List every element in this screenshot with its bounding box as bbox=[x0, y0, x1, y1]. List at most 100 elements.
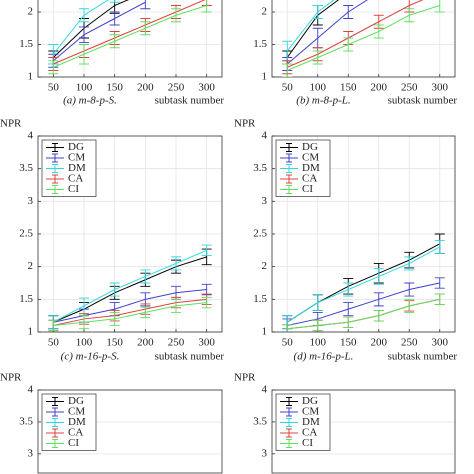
legend-swatch bbox=[46, 407, 64, 417]
y-tick-label: 3 bbox=[28, 447, 34, 459]
legend-swatch bbox=[46, 185, 64, 194]
series-line bbox=[287, 0, 424, 68]
legend-swatch bbox=[280, 418, 298, 427]
legend-swatch bbox=[46, 439, 64, 448]
legend-swatch bbox=[280, 153, 298, 163]
legend-label: CM bbox=[68, 406, 85, 418]
error-bar bbox=[140, 269, 151, 284]
error-bar bbox=[79, 8, 89, 23]
legend-label: CA bbox=[68, 173, 83, 185]
error-bar bbox=[201, 244, 212, 257]
legend-label: CI bbox=[68, 437, 79, 449]
x-tick-label: 250 bbox=[168, 82, 185, 94]
series-line bbox=[286, 246, 440, 323]
legend-label: DM bbox=[68, 162, 86, 174]
error-bar bbox=[171, 298, 181, 313]
legend-label: CI bbox=[302, 437, 313, 449]
series-line bbox=[286, 0, 368, 65]
series-line bbox=[53, 5, 207, 68]
error-bar bbox=[79, 26, 89, 43]
y-tick-label: 3 bbox=[262, 447, 268, 459]
x-axis-label: subtask number bbox=[388, 351, 458, 363]
y-tick-label: 1 bbox=[28, 71, 34, 83]
y-tick-label: 4 bbox=[28, 384, 34, 396]
x-tick-label: 150 bbox=[106, 337, 123, 349]
x-tick-label: 100 bbox=[310, 82, 327, 94]
error-bar bbox=[343, 5, 354, 19]
y-tick-label: 2 bbox=[262, 6, 268, 18]
error-bar bbox=[79, 315, 89, 330]
x-tick-label: 200 bbox=[137, 82, 154, 94]
error-bar bbox=[312, 5, 323, 19]
series-line bbox=[287, 282, 440, 326]
x-tick-label: 300 bbox=[432, 82, 449, 94]
y-tick-label: 3.5 bbox=[253, 415, 267, 427]
legend-swatch bbox=[280, 174, 298, 184]
x-tick-label: 300 bbox=[198, 82, 215, 94]
y-tick-label: 4 bbox=[28, 130, 34, 142]
series-line bbox=[287, 5, 440, 71]
y-tick-label: 3 bbox=[262, 195, 268, 207]
x-tick-label: 200 bbox=[371, 82, 388, 94]
error-bar bbox=[48, 60, 59, 75]
y-axis-label: NPR bbox=[234, 118, 256, 130]
error-bar bbox=[79, 44, 89, 65]
y-tick-label: 2 bbox=[28, 6, 34, 18]
plot-frame bbox=[37, 389, 223, 474]
legend-label: DM bbox=[302, 162, 320, 174]
error-bar bbox=[140, 0, 151, 10]
error-bar bbox=[109, 34, 120, 49]
legend-swatch bbox=[46, 428, 64, 438]
series-line bbox=[53, 302, 207, 326]
y-tick-label: 1.5 bbox=[253, 293, 267, 305]
y-axis-label: NPR bbox=[0, 372, 22, 384]
x-tick-label: 300 bbox=[198, 337, 215, 349]
legend-swatch bbox=[280, 439, 298, 448]
plot-area bbox=[282, 233, 445, 332]
y-axis-label: NPR bbox=[0, 118, 22, 130]
panel: 1 1.5 2 2.5 3 3.5 4 50 100 150 200 250 300 NPR subtask… bbox=[0, 118, 224, 363]
error-bar bbox=[109, 282, 120, 297]
series-line bbox=[53, 249, 207, 323]
error-bar bbox=[434, 0, 445, 13]
x-tick-label: 250 bbox=[401, 337, 418, 349]
series-line bbox=[53, 256, 207, 323]
legend-label: DM bbox=[68, 416, 86, 428]
error-bar bbox=[404, 256, 415, 271]
y-tick-label: 4 bbox=[262, 384, 268, 396]
x-tick-label: 250 bbox=[401, 82, 418, 94]
error-bar bbox=[404, 8, 415, 23]
legend-label: DG bbox=[68, 141, 84, 153]
error-bar bbox=[282, 324, 293, 332]
legend-label: DM bbox=[302, 416, 320, 428]
x-tick-label: 100 bbox=[76, 82, 93, 94]
x-tick-label: 50 bbox=[48, 337, 60, 349]
error-bar bbox=[312, 50, 323, 65]
error-bar bbox=[312, 294, 323, 311]
legend-label: CI bbox=[302, 183, 313, 195]
caption: (b) m-8-p-L. bbox=[296, 95, 350, 107]
plot-frame bbox=[271, 389, 456, 474]
series-line bbox=[53, 0, 206, 65]
legend-swatch bbox=[280, 143, 298, 152]
y-tick-label: 3 bbox=[28, 195, 34, 207]
legend-swatch bbox=[280, 164, 298, 173]
x-tick-label: 150 bbox=[340, 337, 357, 349]
error-bar bbox=[434, 277, 445, 289]
error-bar bbox=[109, 11, 120, 26]
y-tick-label: 2 bbox=[28, 260, 34, 272]
error-bar bbox=[48, 319, 59, 332]
series-line bbox=[53, 298, 207, 326]
x-tick-label: 150 bbox=[340, 82, 357, 94]
x-tick-label: 100 bbox=[76, 337, 93, 349]
x-tick-label: 150 bbox=[106, 82, 123, 94]
error-bar bbox=[373, 268, 384, 285]
legend-swatch bbox=[46, 164, 64, 173]
y-tick-label: 3.5 bbox=[253, 162, 267, 174]
legend-swatch bbox=[280, 428, 298, 438]
